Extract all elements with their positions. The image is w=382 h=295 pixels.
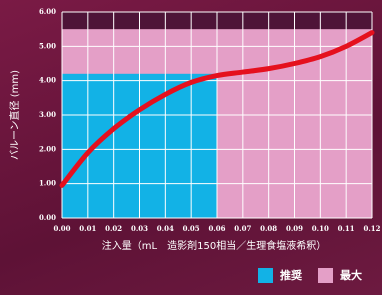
y-tick-label: 6.00: [39, 7, 56, 16]
y-tick-label: 5.00: [39, 41, 56, 50]
legend-label: 推奨: [280, 268, 303, 282]
y-tick-label: 1.00: [39, 179, 56, 188]
legend-swatch: [318, 268, 333, 283]
y-tick-label: 4.00: [39, 76, 56, 85]
x-tick-label: 0.11: [338, 224, 355, 233]
x-tick-label: 0.05: [183, 224, 200, 233]
y-axis-title: バルーン直径 (mm): [8, 70, 21, 160]
x-tick-label: 0.07: [234, 224, 251, 233]
x-tick-label: 0.12: [363, 224, 380, 233]
x-tick-label: 0.03: [131, 224, 148, 233]
y-tick-label: 3.00: [39, 110, 56, 119]
x-tick-label: 0.06: [208, 224, 225, 233]
y-tick-label: 0.00: [39, 213, 56, 222]
x-axis-title: 注入量（mL 造影剤150相当／生理食塩液希釈）: [102, 239, 326, 252]
legend-swatch: [258, 268, 273, 283]
x-tick-label: 0.04: [157, 224, 174, 233]
x-tick-label: 0.01: [79, 224, 96, 233]
y-tick-label: 2.00: [39, 144, 56, 153]
x-tick-label: 0.00: [53, 224, 70, 233]
chart: バルーン直径 (mm) 注入量（mL 造影剤150相当／生理食塩液希釈） 0.0…: [0, 0, 382, 295]
legend-label: 最大: [340, 268, 362, 282]
x-tick-label: 0.08: [260, 224, 277, 233]
x-tick-label: 0.10: [312, 224, 329, 233]
x-tick-label: 0.09: [286, 224, 303, 233]
x-tick-label: 0.02: [105, 224, 122, 233]
